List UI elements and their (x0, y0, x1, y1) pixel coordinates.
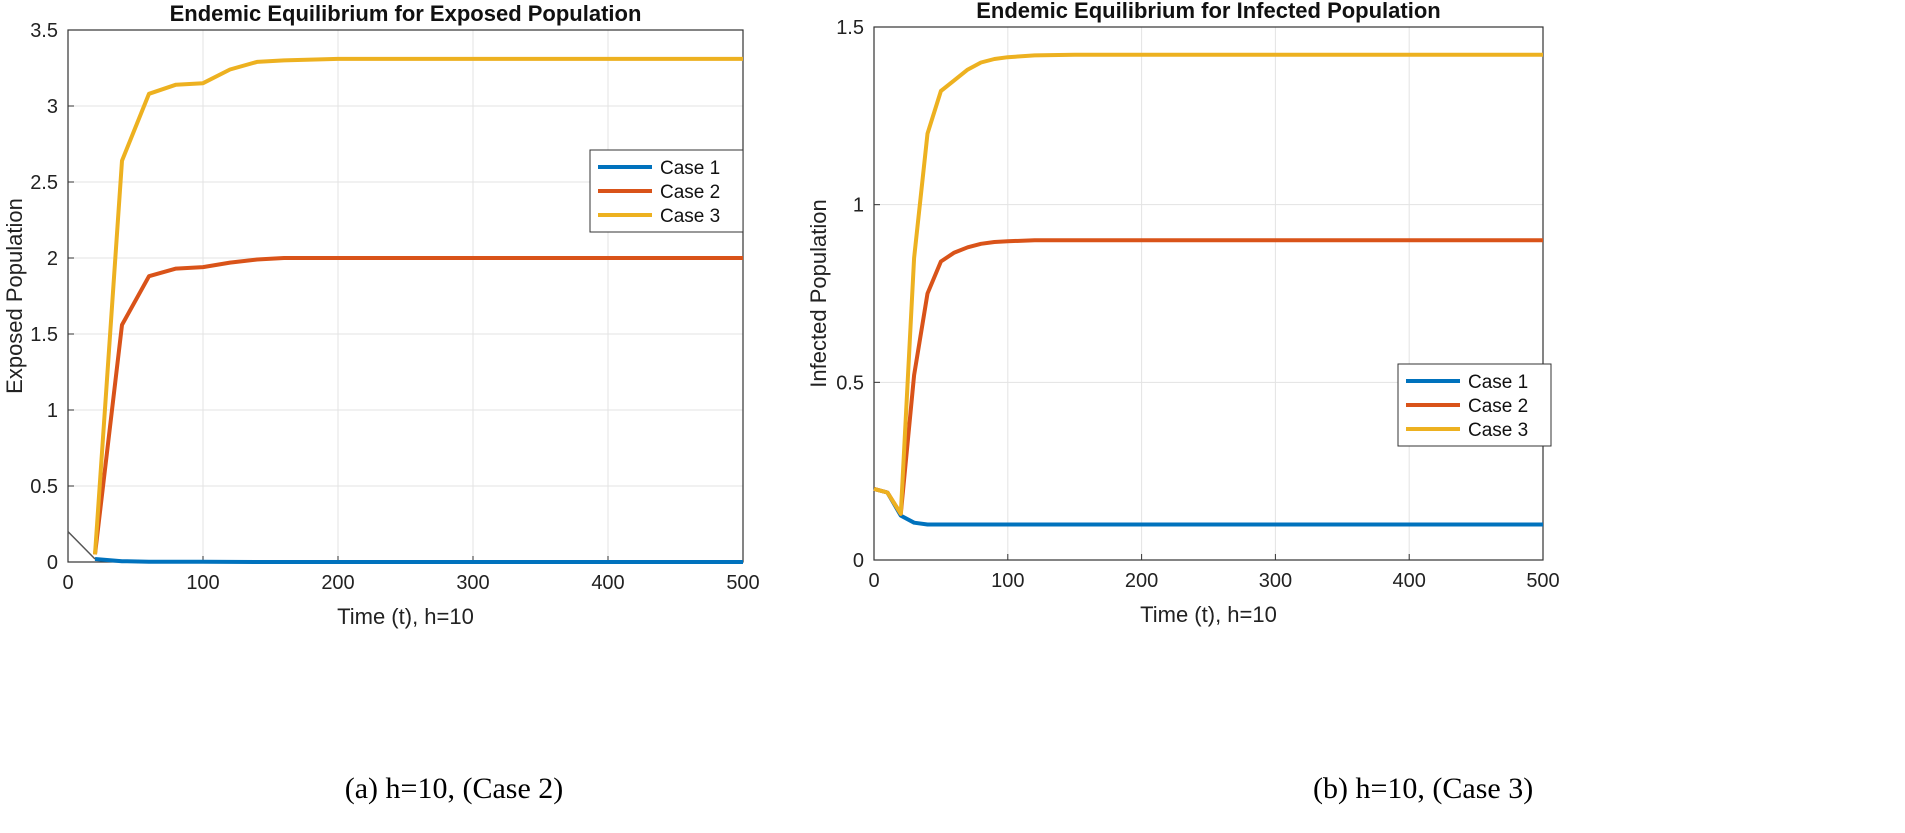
x-tick-label: 500 (726, 572, 759, 594)
chart-exposed: 0 100 200 300 400 500 0 0.5 1 1.5 2 2.5 3 3.5 Endemic … (2, 1, 760, 629)
legend-label: Case 1 (660, 158, 720, 179)
plot-area (68, 30, 743, 562)
legend-label: Case 2 (1468, 396, 1528, 417)
chart-title: Endemic Equilibrium for Exposed Populati… (170, 1, 642, 26)
x-tick-label: 200 (1125, 570, 1158, 592)
series-line-case-3 (93, 56, 743, 555)
y-tick-label: 0 (853, 550, 864, 572)
x-axis-label: Time (t), h=10 (1140, 602, 1277, 627)
x-tick-label: 100 (991, 570, 1024, 592)
series-line-case-3 (873, 52, 1543, 516)
chart-panel-infected: 0 100 200 300 400 500 0 0.5 1 1.5 Endemic Equilibr… (790, 0, 1905, 833)
x-tick-label: 500 (1526, 570, 1559, 592)
y-tick-label: 0 (47, 552, 58, 574)
x-tick-label: 400 (591, 572, 624, 594)
y-tick-label: 1 (853, 195, 864, 217)
series-line-initial (67, 531, 96, 560)
chart-title: Endemic Equilibrium for Infected Populat… (976, 0, 1440, 23)
caption-b: (b) h=10, (Case 3) (1313, 772, 1534, 805)
series-line-case-2 (873, 238, 1543, 516)
y-tick-label: 1.5 (836, 17, 864, 39)
x-tick-label: 100 (186, 572, 219, 594)
y-tick-label: 3.5 (30, 20, 58, 42)
caption-a: (a) h=10, (Case 2) (344, 772, 564, 805)
y-tick-label: 0.5 (30, 476, 58, 498)
chart-panel-exposed: 0 100 200 300 400 500 0 0.5 1 1.5 2 2.5 3 3.5 Endemic … (0, 0, 952, 833)
x-tick-label: 0 (62, 572, 73, 594)
chart-infected: 0 100 200 300 400 500 0 0.5 1 1.5 Endemic Equilibr… (806, 0, 1560, 627)
y-axis-label: Infected Population (806, 199, 831, 387)
y-tick-label: 1.5 (30, 324, 58, 346)
y-tick-label: 1 (47, 400, 58, 422)
series-line-case-2 (93, 256, 743, 555)
x-tick-label: 200 (321, 572, 354, 594)
y-axis-label: Exposed Population (2, 198, 27, 394)
legend-label: Case 2 (660, 182, 720, 203)
legend-label: Case 3 (660, 206, 720, 227)
legend-label: Case 3 (1468, 420, 1528, 441)
y-tick-label: 2.5 (30, 172, 58, 194)
y-tick-label: 2 (47, 248, 58, 270)
x-tick-label: 0 (868, 570, 879, 592)
x-tick-label: 300 (456, 572, 489, 594)
x-axis-label: Time (t), h=10 (337, 604, 474, 629)
y-tick-label: 0.5 (836, 372, 864, 394)
y-tick-label: 3 (47, 96, 58, 118)
x-tick-label: 400 (1393, 570, 1426, 592)
x-tick-label: 300 (1259, 570, 1292, 592)
plot-frame (873, 26, 1544, 561)
plot-area (874, 27, 1543, 560)
series-line-case-1 (94, 557, 743, 564)
legend-label: Case 1 (1468, 372, 1528, 393)
